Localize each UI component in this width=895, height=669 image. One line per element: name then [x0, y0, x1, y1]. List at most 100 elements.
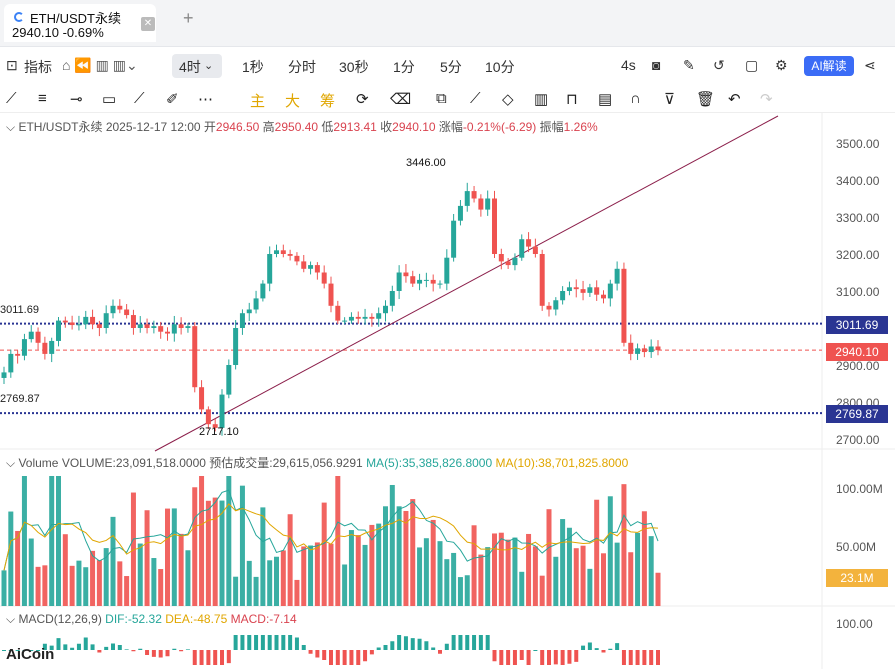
replay-icon[interactable]: ⟳ [356, 91, 369, 108]
candle-body [124, 309, 130, 316]
ruler-icon[interactable]: ⟋ [470, 90, 481, 107]
candle-body [226, 365, 232, 395]
collapse-icon[interactable]: ⌵ [6, 120, 16, 134]
macd-bar [608, 648, 613, 650]
indicators-button[interactable]: 指标 [24, 59, 52, 75]
macd-bar [526, 650, 531, 665]
chevron-down-icon[interactable]: ⌄ [204, 60, 214, 72]
ai-analysis-button[interactable]: AI解读 [804, 56, 854, 76]
candle-body [158, 326, 164, 332]
price-chart[interactable] [0, 112, 895, 669]
volume-bar [485, 547, 491, 606]
macd-bar [567, 650, 572, 664]
browser-tab[interactable]: ETH/USDT永续 2940.10 -0.69% ✕ [4, 4, 156, 42]
macd-bar [199, 650, 204, 665]
close-tab-icon[interactable]: ✕ [141, 17, 155, 31]
timeframe-4h[interactable]: 4时 [179, 59, 201, 75]
timeframe-1m[interactable]: 1分 [393, 59, 415, 75]
candle-body [165, 331, 170, 334]
candle-body [267, 254, 273, 284]
layout-grid-icon[interactable]: ▢ [745, 57, 759, 73]
macd-title: MACD(12,26,9) [18, 612, 102, 626]
candle-body [42, 342, 48, 354]
change-value: -0.21%(-6.29) [462, 120, 537, 134]
candle-time: 2025-12-17 12:00 [105, 120, 201, 134]
volume-bar [171, 508, 177, 606]
trendline-icon[interactable]: ⟋ [6, 90, 17, 107]
redo-disabled-icon[interactable]: ↷ [760, 91, 773, 108]
volume-bar [260, 507, 266, 606]
low-value: 2913.41 [333, 120, 377, 134]
candle-body [471, 191, 477, 199]
macd-bar [179, 650, 184, 652]
brush-icon[interactable]: ✐ [166, 91, 179, 108]
hlines-icon[interactable]: ≡ [38, 90, 47, 107]
note-icon[interactable]: ▤ [598, 91, 613, 108]
hray-icon[interactable]: ⊸ [70, 91, 83, 108]
timeframe-30s[interactable]: 30秒 [339, 59, 369, 75]
new-tab-button[interactable]: + [183, 8, 194, 28]
macd-bar [553, 650, 558, 665]
share-icon[interactable]: ⋖ [864, 57, 876, 73]
redo-icon[interactable]: ↺ [713, 57, 725, 73]
macd-bar [29, 650, 34, 651]
volume-bar [512, 537, 518, 606]
volume-bar [294, 579, 300, 606]
eraser-icon[interactable]: ◇ [502, 91, 514, 108]
refresh-interval[interactable]: 4s [621, 57, 636, 73]
high-label: 高 [262, 120, 275, 134]
timeframe-tick[interactable]: 分时 [288, 59, 316, 75]
volume-bar [192, 487, 198, 606]
volume-bar [103, 548, 109, 606]
pattern-icon[interactable]: ▥ [534, 91, 549, 108]
collapse-icon[interactable]: ⌵ [6, 456, 16, 470]
macd-dea: DEA:-48.75 [165, 612, 228, 626]
delete-icon[interactable]: 🗑 [696, 91, 716, 108]
volume-bar [328, 543, 334, 606]
settings-icon[interactable]: ⚙ [775, 57, 788, 73]
main-force-tool[interactable]: 主 [250, 93, 266, 110]
timeframe-5m[interactable]: 5分 [440, 59, 462, 75]
more-icon[interactable]: ⋯ [198, 91, 213, 108]
lock-icon[interactable]: ⊓ [566, 91, 578, 108]
magnet-icon[interactable]: ∩ [630, 90, 641, 107]
big-order-tool[interactable]: 大 [285, 93, 301, 110]
macd-bar [397, 635, 402, 650]
copy-icon[interactable]: ⧉ [436, 90, 447, 107]
undo-icon[interactable]: ↶ [728, 91, 741, 108]
filter-icon[interactable]: ⊽ [664, 91, 675, 108]
amplitude-value: 1.26% [563, 120, 598, 134]
candle-body [348, 316, 354, 321]
timeframe-1s[interactable]: 1秒 [242, 59, 264, 75]
macd-bar [492, 650, 497, 662]
macd-bar [424, 641, 429, 650]
volume-bar [355, 535, 361, 606]
candle-body [607, 283, 613, 299]
timeframe-10m[interactable]: 10分 [485, 59, 515, 75]
macd-bar [547, 650, 551, 665]
volume-bar [526, 533, 532, 606]
macd-bar [288, 635, 293, 650]
eraser-tool-icon[interactable]: ⌫ [390, 91, 412, 108]
macd-bar [49, 645, 54, 650]
macd-bar [444, 643, 449, 650]
macd-bar [247, 635, 252, 650]
chips-tool[interactable]: 筹 [320, 93, 336, 110]
rectangle-icon[interactable]: ▭ [102, 91, 117, 108]
candle-body [492, 198, 497, 254]
macd-bar [226, 650, 231, 664]
macd-bar [145, 650, 150, 655]
ray-icon[interactable]: ⟋ [134, 90, 145, 107]
candle-body [15, 353, 21, 356]
candle-body [457, 205, 463, 221]
collapse-icon[interactable]: ⌵ [6, 612, 16, 626]
volume-bar [130, 492, 136, 606]
camera-icon[interactable]: ◙ [652, 57, 661, 73]
layout-icon[interactable]: ⌂ ⏪ ▥ ▥⌄ [62, 57, 138, 73]
volume-bar [28, 538, 34, 606]
candle-body [90, 316, 96, 325]
volume-title: Volume [18, 456, 59, 470]
macd-bar [649, 650, 654, 665]
edit-icon[interactable]: ✎ [683, 57, 695, 73]
indicators-icon[interactable]: ⊡ [6, 57, 18, 73]
